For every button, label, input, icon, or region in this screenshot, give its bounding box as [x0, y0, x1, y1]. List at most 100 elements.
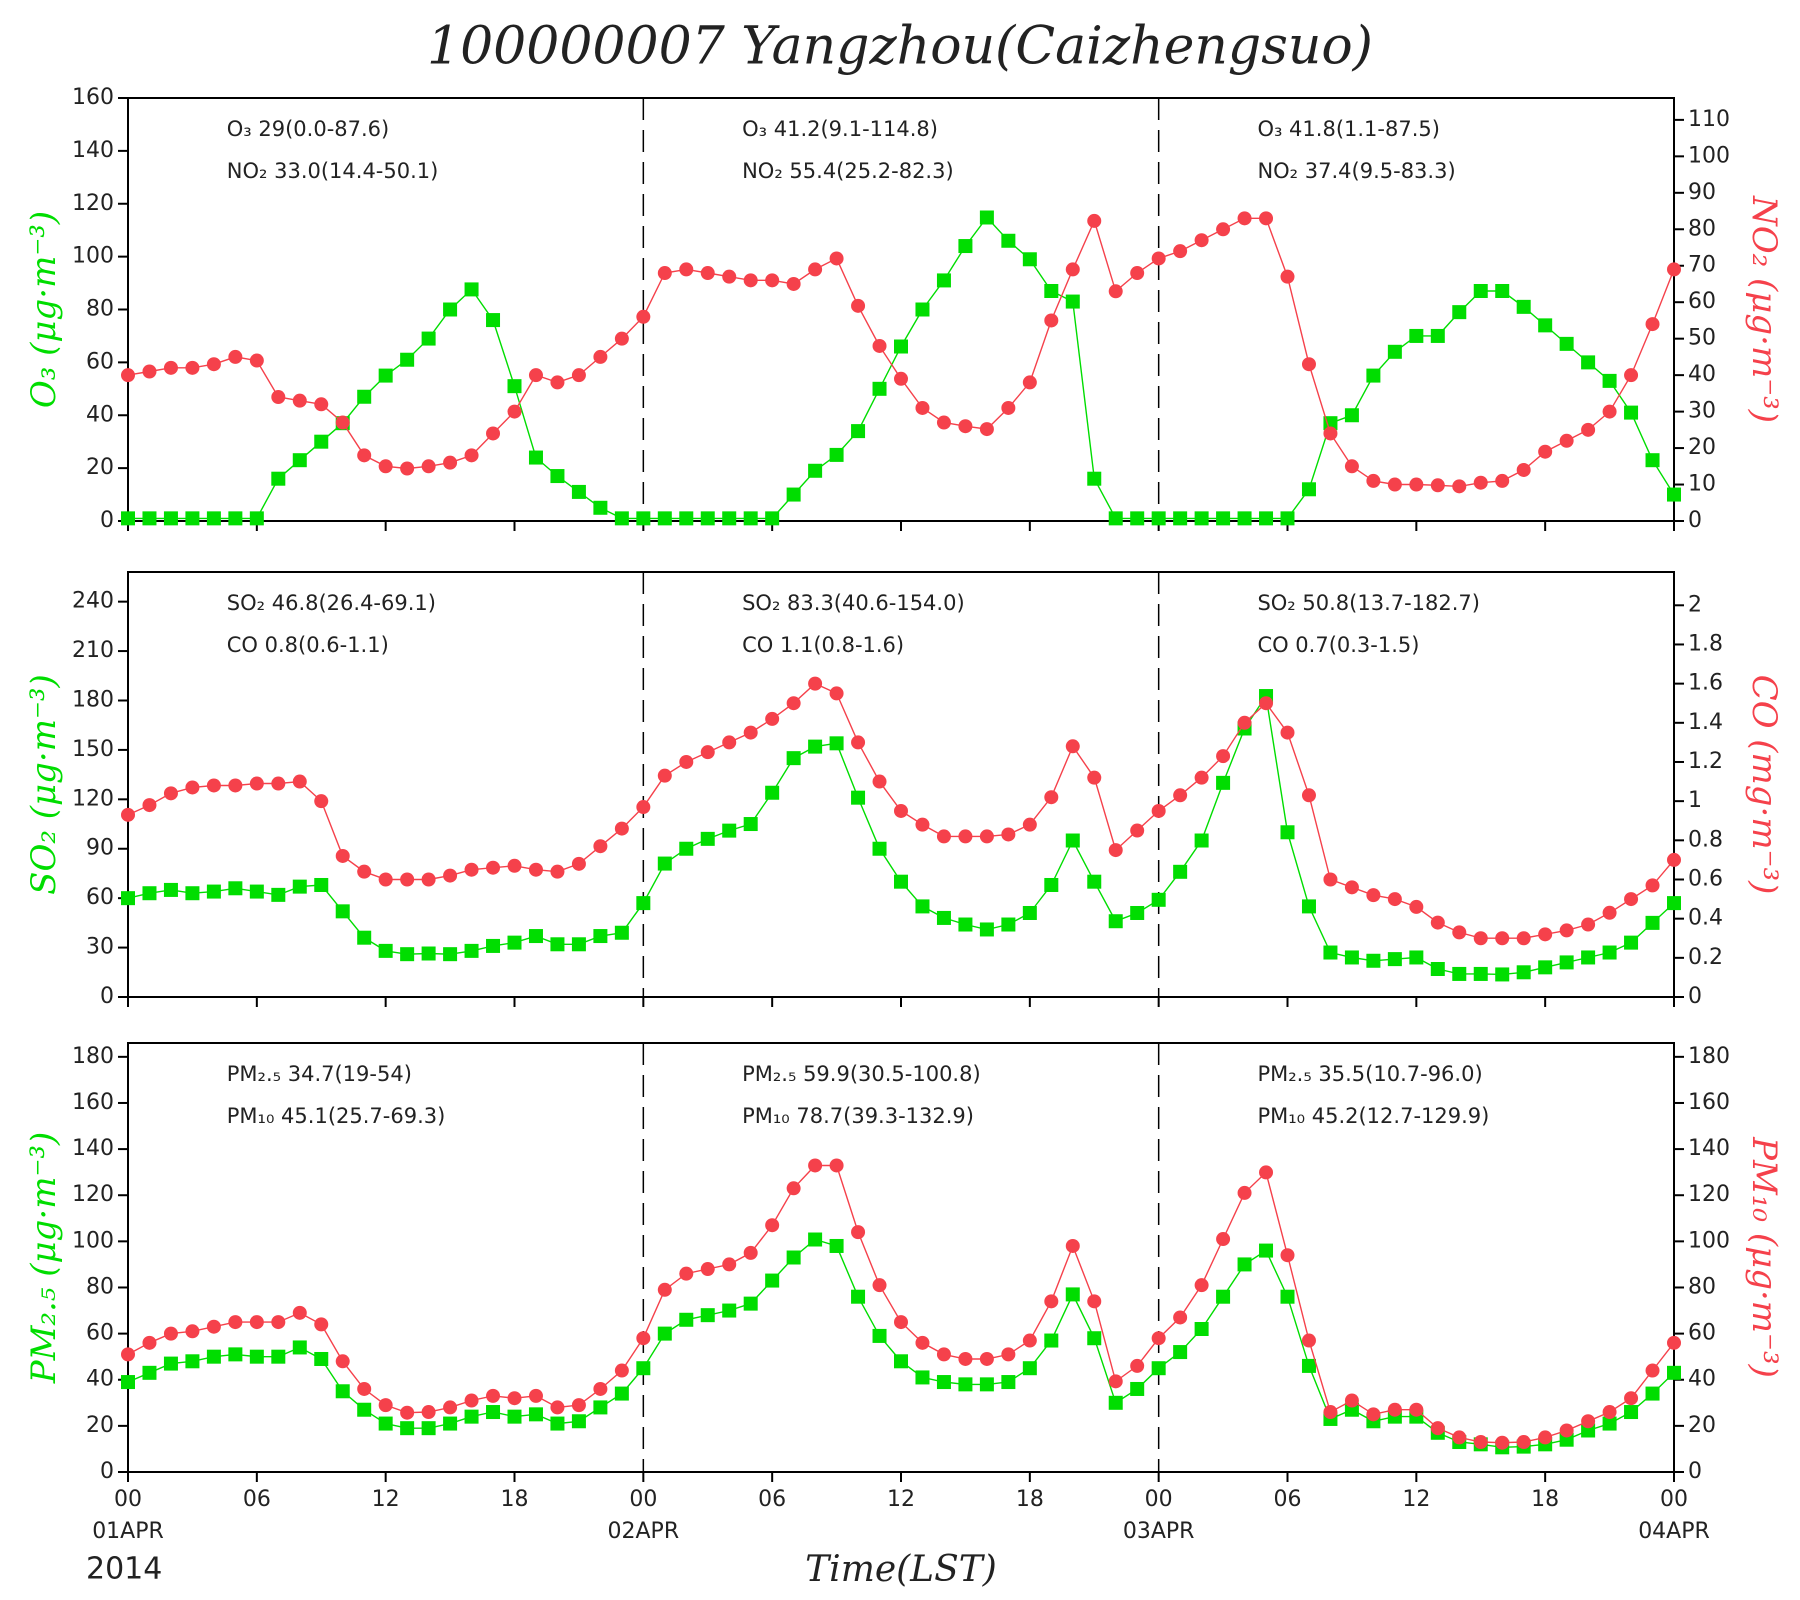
data-point — [421, 331, 436, 346]
data-point — [765, 511, 780, 526]
data-point — [700, 831, 715, 846]
data-point — [1667, 487, 1681, 502]
data-point — [142, 886, 157, 901]
y2-tick-label: 120 — [1688, 1182, 1730, 1207]
data-point — [1559, 336, 1574, 351]
data-point — [1645, 915, 1660, 930]
y-axis-label: PM₂.₅ (μg·m⁻³) — [24, 1132, 64, 1385]
data-point — [657, 511, 672, 526]
data-point — [121, 1375, 135, 1390]
y-tick-label: 40 — [86, 402, 114, 427]
data-point — [464, 282, 479, 297]
annotation: PM₂.₅ 35.5(10.7-96.0) — [1257, 1062, 1482, 1086]
data-point — [1108, 1374, 1123, 1389]
x-axis-label: Time(LST) — [805, 1549, 997, 1590]
data-point — [851, 790, 866, 805]
data-point — [185, 1354, 200, 1369]
data-point — [421, 1421, 436, 1436]
data-point — [1516, 965, 1531, 980]
data-point — [1087, 1294, 1102, 1309]
data-point — [979, 829, 994, 844]
y-tick-label: 140 — [72, 138, 114, 163]
data-point — [249, 353, 264, 368]
data-point — [765, 1218, 780, 1233]
y2-tick-label: 20 — [1688, 1413, 1716, 1438]
data-point — [1624, 1405, 1639, 1420]
x-tick-label: 00 — [629, 1487, 657, 1512]
data-point — [1452, 925, 1467, 940]
data-point — [1409, 477, 1424, 492]
data-point — [894, 874, 908, 889]
annotation: O₃ 41.8(1.1-87.5) — [1257, 117, 1440, 141]
data-point — [1473, 931, 1488, 946]
data-point — [1194, 833, 1209, 848]
data-point — [550, 375, 565, 390]
data-point — [1409, 328, 1424, 343]
data-point — [528, 450, 543, 465]
data-point — [700, 266, 715, 281]
y-tick-label: 30 — [86, 935, 114, 960]
annotation: SO₂ 83.3(40.6-154.0) — [742, 591, 965, 615]
x-tick-label: 06 — [758, 1487, 786, 1512]
data-point — [507, 1391, 522, 1406]
data-point — [958, 239, 973, 254]
y-tick-label: 40 — [86, 1367, 114, 1392]
data-point — [528, 862, 543, 877]
data-point — [700, 511, 715, 526]
data-point — [1130, 266, 1145, 281]
data-point — [185, 511, 200, 526]
data-point — [936, 273, 951, 288]
data-point — [206, 1319, 221, 1334]
data-point — [206, 357, 221, 372]
data-point — [464, 1393, 479, 1408]
data-point — [1645, 878, 1660, 893]
data-point — [292, 1305, 307, 1320]
data-point — [1581, 422, 1596, 437]
data-point — [121, 368, 135, 383]
data-point — [1667, 1365, 1681, 1380]
data-point — [765, 273, 780, 288]
y-tick-label: 20 — [86, 1413, 114, 1438]
data-point — [228, 1347, 243, 1362]
y-tick-label: 60 — [86, 885, 114, 910]
data-point — [829, 736, 844, 751]
y2-tick-label: 40 — [1688, 1367, 1716, 1392]
x-tick-label: 18 — [1016, 1487, 1044, 1512]
data-point — [357, 864, 372, 879]
data-point — [1022, 905, 1037, 920]
data-point — [1301, 357, 1316, 372]
data-point — [1237, 1185, 1252, 1200]
data-point — [1602, 945, 1617, 960]
data-point — [142, 364, 157, 379]
data-point — [593, 929, 608, 944]
data-point — [1151, 511, 1166, 526]
data-point — [1667, 1335, 1681, 1350]
annotation: CO 1.1(0.8-1.6) — [742, 633, 904, 657]
data-point — [636, 511, 651, 526]
data-point — [979, 210, 994, 225]
data-point — [636, 800, 651, 815]
data-point — [121, 891, 135, 906]
data-point — [228, 349, 243, 364]
data-point — [206, 884, 221, 899]
data-point — [550, 1400, 565, 1415]
annotation: CO 0.8(0.6-1.1) — [227, 633, 389, 657]
data-point — [808, 1158, 823, 1173]
data-point — [722, 1257, 737, 1272]
data-point — [679, 1266, 694, 1281]
data-point — [1087, 213, 1102, 228]
data-point — [1108, 284, 1123, 299]
data-point — [808, 262, 823, 277]
data-point — [314, 1317, 329, 1332]
data-point — [1022, 1361, 1037, 1376]
data-point — [872, 1278, 887, 1293]
y-tick-label: 120 — [72, 191, 114, 216]
y-tick-label: 60 — [86, 1321, 114, 1346]
y2-tick-label: 110 — [1688, 107, 1730, 132]
data-point — [851, 298, 866, 313]
data-point — [1001, 1375, 1016, 1390]
data-point — [464, 448, 479, 463]
data-point — [1645, 1363, 1660, 1378]
data-point — [550, 1416, 565, 1431]
data-point — [357, 448, 372, 463]
